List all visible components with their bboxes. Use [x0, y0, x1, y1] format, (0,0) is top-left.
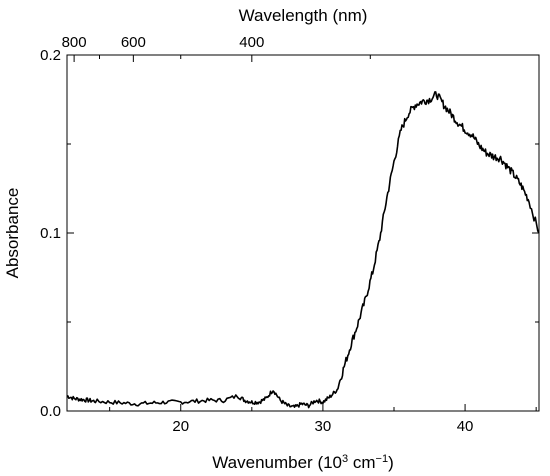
top-tick-label: 800	[62, 34, 87, 51]
x-axis-title: Wavenumber (103 cm−1)	[212, 453, 394, 472]
absorbance-line	[67, 91, 540, 409]
y-tick-label: 0.2	[40, 47, 61, 64]
top-tick-label: 400	[239, 34, 264, 51]
x-tick-label: 20	[172, 418, 189, 435]
top-tick-label: 600	[121, 34, 146, 51]
y-tick-label: 0.0	[40, 403, 61, 420]
top-axis-title: Wavelength (nm)	[239, 6, 368, 25]
y-tick-label: 0.1	[40, 225, 61, 242]
axis-ticks	[67, 54, 539, 412]
x-tick-label: 40	[457, 418, 474, 435]
plot-frame	[66, 54, 540, 412]
y-axis-title: Absorbance	[3, 188, 22, 279]
x-tick-label: 30	[315, 418, 332, 435]
